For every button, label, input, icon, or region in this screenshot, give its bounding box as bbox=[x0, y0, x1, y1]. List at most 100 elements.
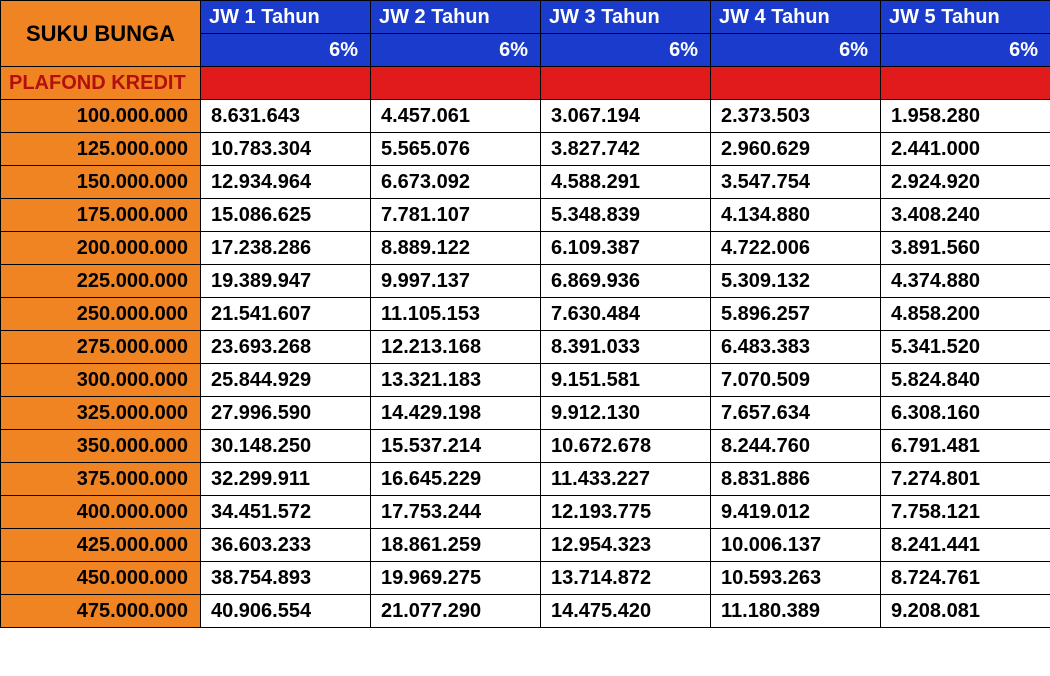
payment-value: 3.408.240 bbox=[881, 199, 1050, 232]
payment-value: 25.844.929 bbox=[201, 364, 371, 397]
table-row: 250.000.00021.541.60711.105.1537.630.484… bbox=[1, 298, 1050, 331]
payment-value: 7.630.484 bbox=[541, 298, 711, 331]
rate-jw3: 6% bbox=[541, 34, 711, 67]
payment-value: 4.588.291 bbox=[541, 166, 711, 199]
payment-value: 17.238.286 bbox=[201, 232, 371, 265]
rate-jw1: 6% bbox=[201, 34, 371, 67]
payment-value: 5.896.257 bbox=[711, 298, 881, 331]
red-cell bbox=[711, 67, 881, 100]
payment-value: 8.244.760 bbox=[711, 430, 881, 463]
red-cell bbox=[201, 67, 371, 100]
payment-value: 8.831.886 bbox=[711, 463, 881, 496]
payment-value: 5.341.520 bbox=[881, 331, 1050, 364]
table-row: 275.000.00023.693.26812.213.1688.391.033… bbox=[1, 331, 1050, 364]
payment-value: 7.657.634 bbox=[711, 397, 881, 430]
plafond-value: 325.000.000 bbox=[1, 397, 201, 430]
table-row: 175.000.00015.086.6257.781.1075.348.8394… bbox=[1, 199, 1050, 232]
plafond-value: 175.000.000 bbox=[1, 199, 201, 232]
red-cell bbox=[541, 67, 711, 100]
payment-value: 3.067.194 bbox=[541, 100, 711, 133]
plafond-value: 400.000.000 bbox=[1, 496, 201, 529]
payment-value: 7.758.121 bbox=[881, 496, 1050, 529]
payment-value: 8.724.761 bbox=[881, 562, 1050, 595]
plafond-value: 475.000.000 bbox=[1, 595, 201, 628]
table-row: 375.000.00032.299.91116.645.22911.433.22… bbox=[1, 463, 1050, 496]
payment-value: 6.791.481 bbox=[881, 430, 1050, 463]
payment-value: 8.391.033 bbox=[541, 331, 711, 364]
header-row-1: SUKU BUNGA JW 1 Tahun JW 2 Tahun JW 3 Ta… bbox=[1, 1, 1050, 34]
payment-value: 8.889.122 bbox=[371, 232, 541, 265]
table-row: 225.000.00019.389.9479.997.1376.869.9365… bbox=[1, 265, 1050, 298]
payment-value: 5.565.076 bbox=[371, 133, 541, 166]
col-header-jw2: JW 2 Tahun bbox=[371, 1, 541, 34]
payment-value: 9.997.137 bbox=[371, 265, 541, 298]
payment-value: 19.969.275 bbox=[371, 562, 541, 595]
payment-value: 14.429.198 bbox=[371, 397, 541, 430]
payment-value: 11.433.227 bbox=[541, 463, 711, 496]
payment-value: 13.714.872 bbox=[541, 562, 711, 595]
payment-value: 3.891.560 bbox=[881, 232, 1050, 265]
payment-value: 36.603.233 bbox=[201, 529, 371, 562]
col-header-jw5: JW 5 Tahun bbox=[881, 1, 1050, 34]
payment-value: 2.960.629 bbox=[711, 133, 881, 166]
plafond-value: 375.000.000 bbox=[1, 463, 201, 496]
payment-value: 6.483.383 bbox=[711, 331, 881, 364]
payment-value: 10.593.263 bbox=[711, 562, 881, 595]
payment-value: 12.213.168 bbox=[371, 331, 541, 364]
payment-value: 11.180.389 bbox=[711, 595, 881, 628]
col-header-jw4: JW 4 Tahun bbox=[711, 1, 881, 34]
table-row: 450.000.00038.754.89319.969.27513.714.87… bbox=[1, 562, 1050, 595]
payment-value: 9.419.012 bbox=[711, 496, 881, 529]
table-row: 475.000.00040.906.55421.077.29014.475.42… bbox=[1, 595, 1050, 628]
plafond-value: 350.000.000 bbox=[1, 430, 201, 463]
table-row: 425.000.00036.603.23318.861.25912.954.32… bbox=[1, 529, 1050, 562]
payment-value: 4.722.006 bbox=[711, 232, 881, 265]
table-row: 100.000.0008.631.6434.457.0613.067.1942.… bbox=[1, 100, 1050, 133]
payment-value: 12.934.964 bbox=[201, 166, 371, 199]
payment-value: 15.086.625 bbox=[201, 199, 371, 232]
payment-value: 2.924.920 bbox=[881, 166, 1050, 199]
payment-value: 10.672.678 bbox=[541, 430, 711, 463]
payment-value: 4.457.061 bbox=[371, 100, 541, 133]
plafond-value: 100.000.000 bbox=[1, 100, 201, 133]
payment-value: 3.547.754 bbox=[711, 166, 881, 199]
red-cell bbox=[881, 67, 1050, 100]
payment-value: 17.753.244 bbox=[371, 496, 541, 529]
payment-value: 10.006.137 bbox=[711, 529, 881, 562]
table-row: 400.000.00034.451.57217.753.24412.193.77… bbox=[1, 496, 1050, 529]
credit-table-container: SUKU BUNGA JW 1 Tahun JW 2 Tahun JW 3 Ta… bbox=[0, 0, 1050, 676]
payment-value: 9.208.081 bbox=[881, 595, 1050, 628]
payment-value: 12.193.775 bbox=[541, 496, 711, 529]
payment-value: 23.693.268 bbox=[201, 331, 371, 364]
rate-jw5: 6% bbox=[881, 34, 1050, 67]
payment-value: 6.673.092 bbox=[371, 166, 541, 199]
table-row: 325.000.00027.996.59014.429.1989.912.130… bbox=[1, 397, 1050, 430]
credit-table: SUKU BUNGA JW 1 Tahun JW 2 Tahun JW 3 Ta… bbox=[0, 0, 1050, 628]
payment-value: 3.827.742 bbox=[541, 133, 711, 166]
payment-value: 13.321.183 bbox=[371, 364, 541, 397]
payment-value: 40.906.554 bbox=[201, 595, 371, 628]
table-row: 300.000.00025.844.92913.321.1839.151.581… bbox=[1, 364, 1050, 397]
payment-value: 4.374.880 bbox=[881, 265, 1050, 298]
payment-value: 7.070.509 bbox=[711, 364, 881, 397]
payment-value: 21.077.290 bbox=[371, 595, 541, 628]
payment-value: 7.274.801 bbox=[881, 463, 1050, 496]
plafond-value: 300.000.000 bbox=[1, 364, 201, 397]
plafond-row: PLAFOND KREDIT bbox=[1, 67, 1050, 100]
payment-value: 6.308.160 bbox=[881, 397, 1050, 430]
payment-value: 21.541.607 bbox=[201, 298, 371, 331]
payment-value: 11.105.153 bbox=[371, 298, 541, 331]
payment-value: 38.754.893 bbox=[201, 562, 371, 595]
payment-value: 7.781.107 bbox=[371, 199, 541, 232]
plafond-value: 250.000.000 bbox=[1, 298, 201, 331]
payment-value: 9.912.130 bbox=[541, 397, 711, 430]
payment-value: 18.861.259 bbox=[371, 529, 541, 562]
payment-value: 1.958.280 bbox=[881, 100, 1050, 133]
payment-value: 19.389.947 bbox=[201, 265, 371, 298]
payment-value: 5.348.839 bbox=[541, 199, 711, 232]
payment-value: 4.134.880 bbox=[711, 199, 881, 232]
payment-value: 4.858.200 bbox=[881, 298, 1050, 331]
plafond-value: 225.000.000 bbox=[1, 265, 201, 298]
payment-value: 10.783.304 bbox=[201, 133, 371, 166]
col-header-jw1: JW 1 Tahun bbox=[201, 1, 371, 34]
